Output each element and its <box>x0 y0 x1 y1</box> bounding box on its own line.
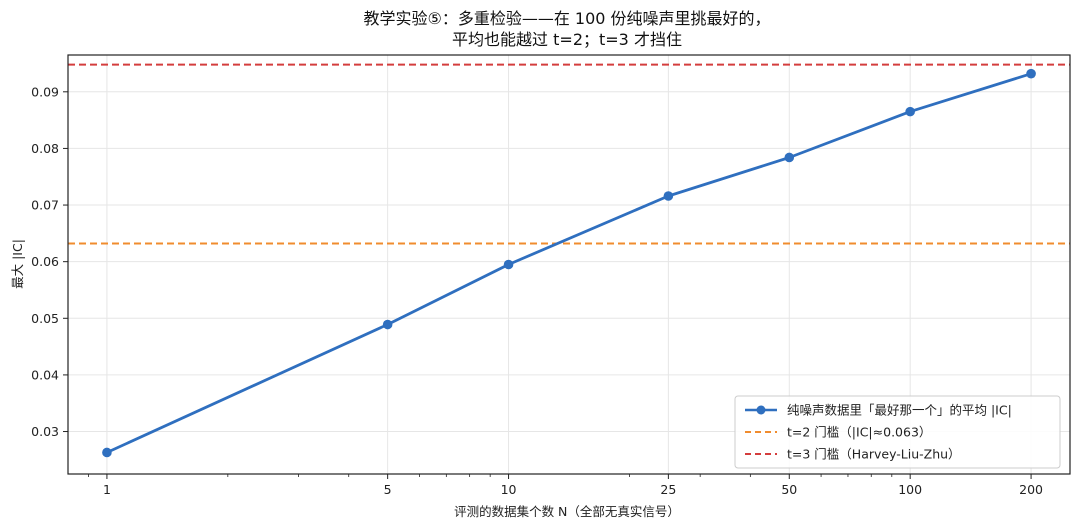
x-tick-label: 1 <box>103 482 111 497</box>
y-axis-label: 最大 |IC| <box>10 239 25 289</box>
data-point <box>905 106 915 117</box>
data-point <box>382 319 393 330</box>
data-point <box>102 447 112 458</box>
x-tick-label: 25 <box>660 482 676 497</box>
y-tick-label: 0.05 <box>31 311 59 326</box>
legend-box <box>734 395 1061 469</box>
data-point <box>663 191 674 201</box>
y-tick-label: 0.09 <box>31 84 59 99</box>
x-tick-label: 200 <box>1019 482 1043 497</box>
x-axis-label: 评测的数据集个数 N（全部无真实信号） <box>454 504 680 519</box>
x-tick-label: 10 <box>501 482 517 497</box>
y-tick-label: 0.07 <box>31 198 59 213</box>
chart-title-line-1: 教学实验⑤：多重检验——在 100 份纯噪声里挑最好的， <box>363 9 770 28</box>
legend-label-series: 纯噪声数据里「最好那一个」的平均 |IC| <box>787 403 1012 418</box>
legend-label-t2: t=2 门槛（|IC|≈0.063） <box>787 425 931 440</box>
x-axis: 1 5 10 25 50 100 200 <box>88 474 1043 497</box>
y-tick-label: 0.06 <box>31 254 59 269</box>
chart-title-line-2: 平均也能越过 t=2；t=3 才挡住 <box>452 30 682 49</box>
x-tick-label: 50 <box>781 482 797 497</box>
legend-marker-series <box>756 405 766 415</box>
legend: 纯噪声数据里「最好那一个」的平均 |IC| t=2 门槛（|IC|≈0.063）… <box>734 395 1061 469</box>
y-axis: 0.03 0.04 0.05 0.06 0.07 0.08 0.09 <box>31 84 68 439</box>
y-tick-label: 0.08 <box>31 141 59 156</box>
data-point <box>784 152 795 163</box>
y-tick-label: 0.03 <box>31 424 59 439</box>
data-point <box>1026 68 1036 79</box>
y-tick-label: 0.04 <box>31 367 59 382</box>
x-tick-label: 100 <box>898 482 922 497</box>
x-tick-label: 5 <box>384 482 392 497</box>
reference-lines <box>68 63 1070 245</box>
legend-label-t3: t=3 门槛（Harvey-Liu-Zhu） <box>787 447 961 462</box>
data-point <box>503 259 514 270</box>
plot-frame <box>67 54 1071 475</box>
series-layer <box>102 68 1036 458</box>
